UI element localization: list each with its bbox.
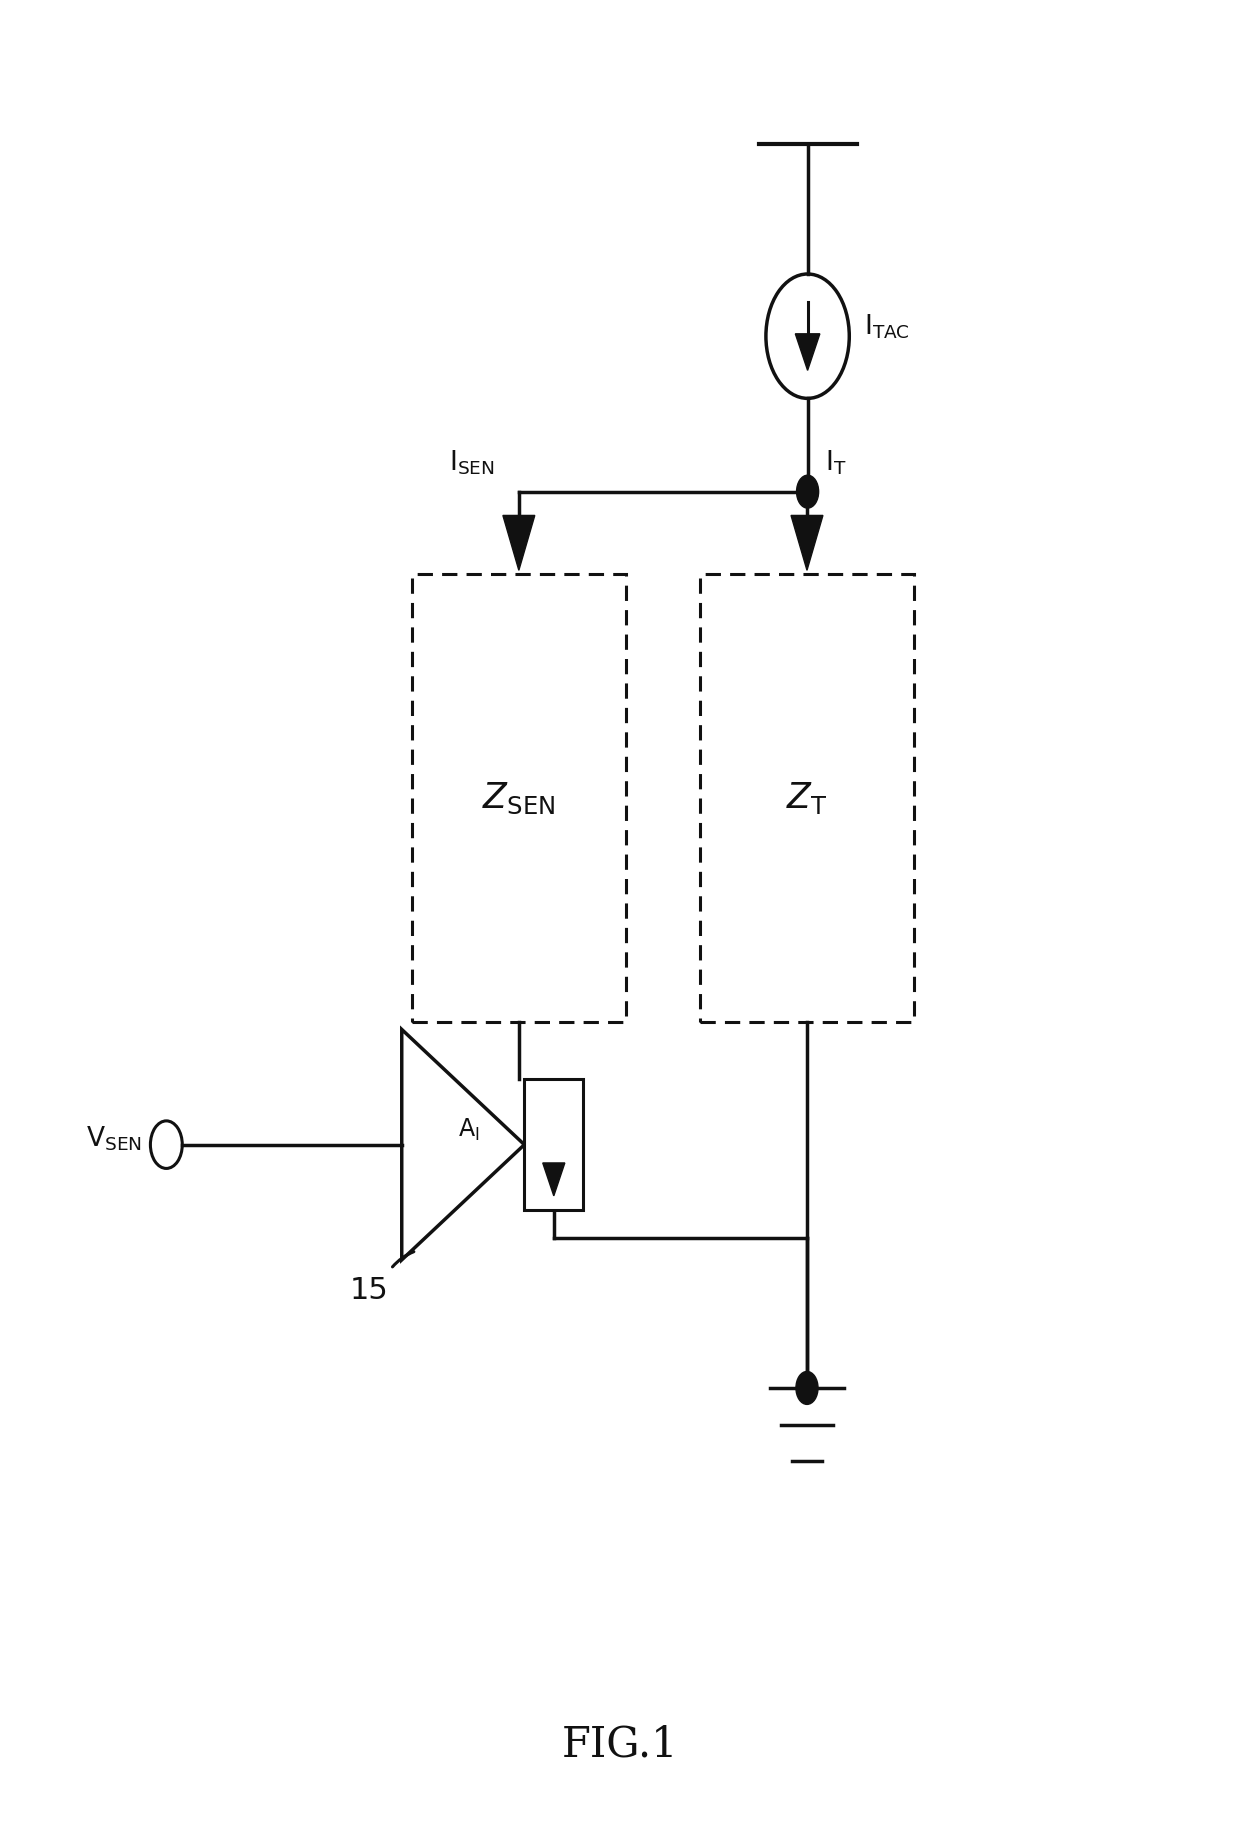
Text: $\rm I_{TAC}$: $\rm I_{TAC}$ (864, 313, 910, 341)
Bar (525, 1078, 583, 1211)
Text: $Z_{\rm T}$: $Z_{\rm T}$ (786, 780, 828, 816)
Polygon shape (503, 516, 534, 569)
Bar (412, 573, 626, 1023)
Text: FIG.1: FIG.1 (562, 1723, 678, 1766)
Text: $\rm I_{T}$: $\rm I_{T}$ (826, 448, 847, 477)
Polygon shape (543, 1163, 565, 1196)
Text: $\rm A_{I}$: $\rm A_{I}$ (459, 1117, 480, 1143)
Circle shape (796, 475, 818, 509)
Text: $\rm V_{SEN}$: $\rm V_{SEN}$ (86, 1124, 141, 1154)
Text: $\rm I_{SEN}$: $\rm I_{SEN}$ (449, 448, 495, 477)
Text: $Z_{\rm SEN}$: $Z_{\rm SEN}$ (482, 780, 556, 816)
Text: 15: 15 (350, 1277, 388, 1305)
Polygon shape (795, 334, 820, 370)
Bar (699, 573, 914, 1023)
Circle shape (796, 1371, 818, 1404)
Polygon shape (791, 516, 823, 569)
